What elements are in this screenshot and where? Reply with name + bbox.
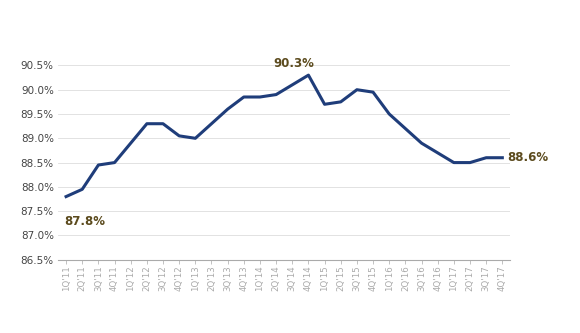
Text: 87.8%: 87.8% bbox=[64, 215, 106, 228]
Text: Seniors Housing Occupancy (NIC)¹: Seniors Housing Occupancy (NIC)¹ bbox=[144, 14, 436, 29]
Text: 90.3%: 90.3% bbox=[273, 57, 314, 70]
Text: 88.6%: 88.6% bbox=[507, 151, 548, 164]
